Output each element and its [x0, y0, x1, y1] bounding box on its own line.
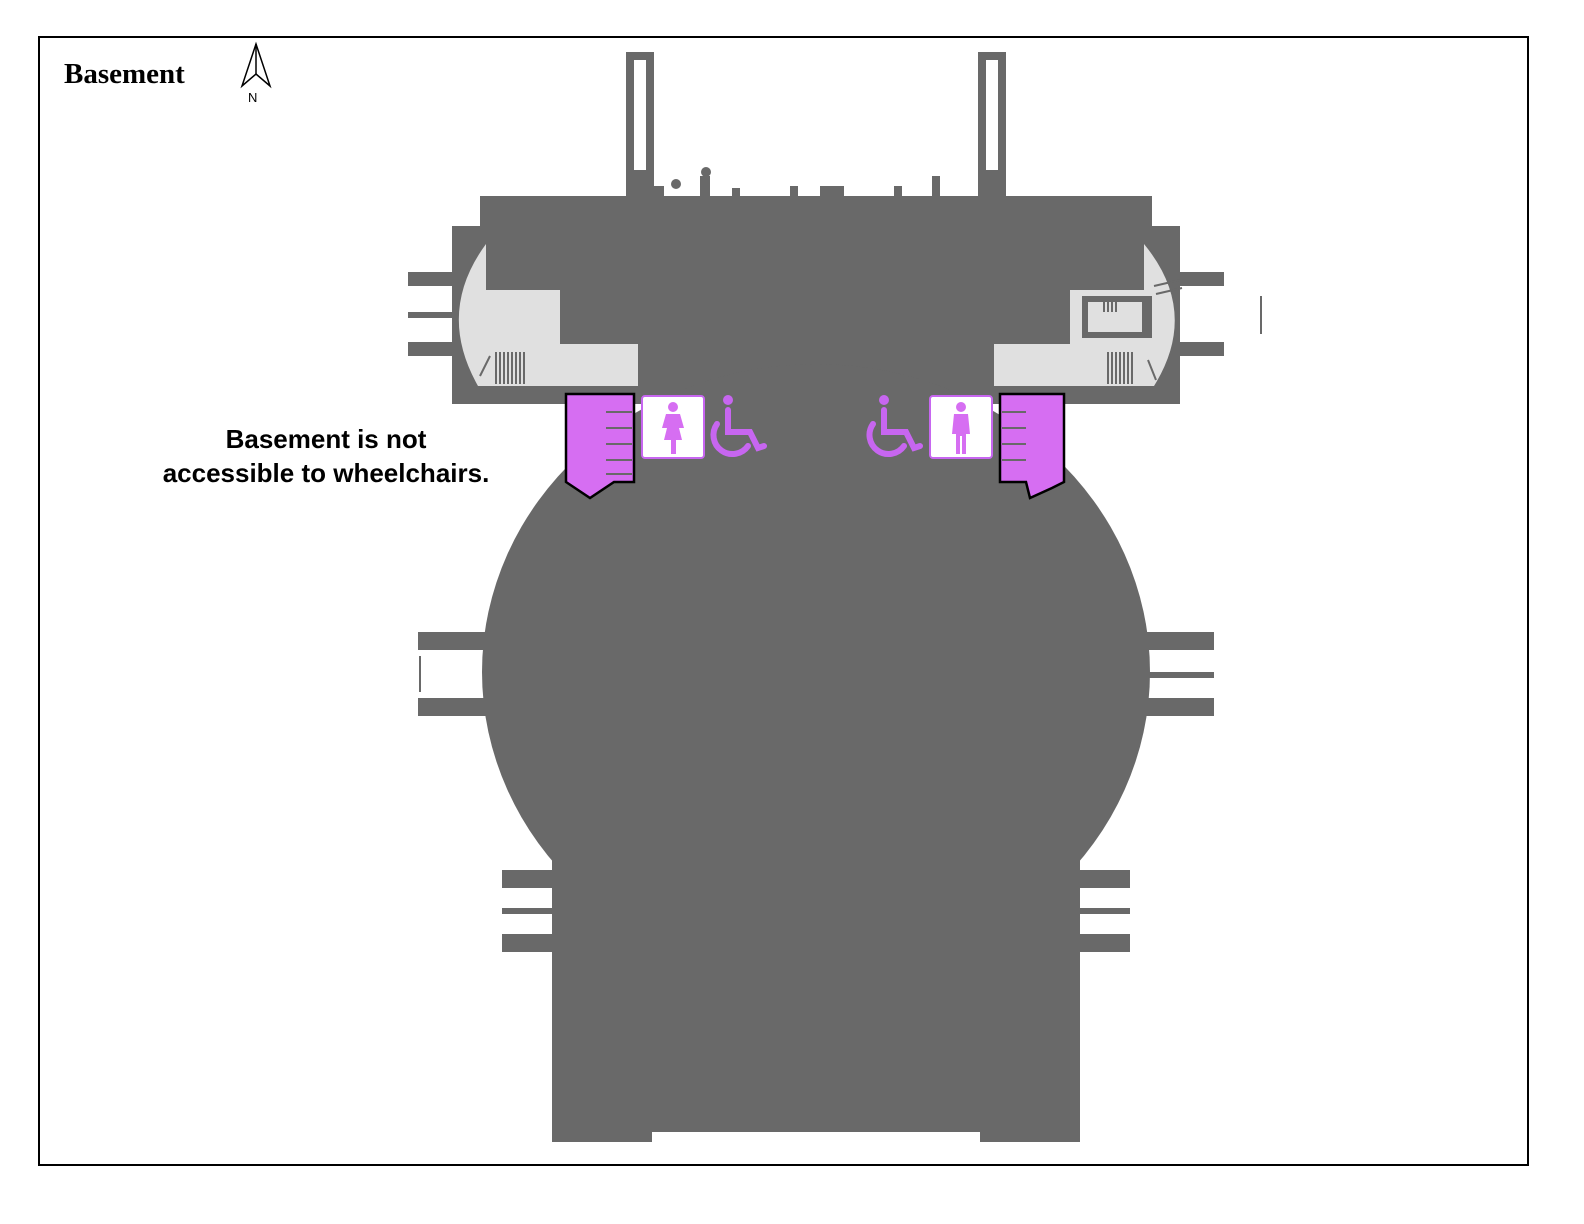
- accessibility-note: Basement is not accessible to wheelchair…: [120, 422, 532, 490]
- north-label: N: [248, 90, 258, 105]
- women-restroom-area: [564, 392, 636, 500]
- accessibility-note-line1: Basement is not: [225, 424, 427, 454]
- accessibility-note-line2: accessible to wheelchairs.: [162, 458, 490, 488]
- north-fins: [626, 52, 1006, 212]
- service-area-west: [458, 244, 638, 386]
- floor-title: Basement: [64, 58, 185, 90]
- men-restroom-icon: [929, 395, 993, 459]
- map-frame: [38, 36, 1529, 1166]
- men-restroom-area: [998, 392, 1066, 500]
- women-restroom-icon: [641, 395, 705, 459]
- wheelchair-accessible-icon: [866, 395, 923, 457]
- north-arrow-icon: [240, 41, 272, 89]
- wheelchair-accessible-icon: [710, 395, 767, 457]
- corridor-stubs: [408, 272, 1224, 952]
